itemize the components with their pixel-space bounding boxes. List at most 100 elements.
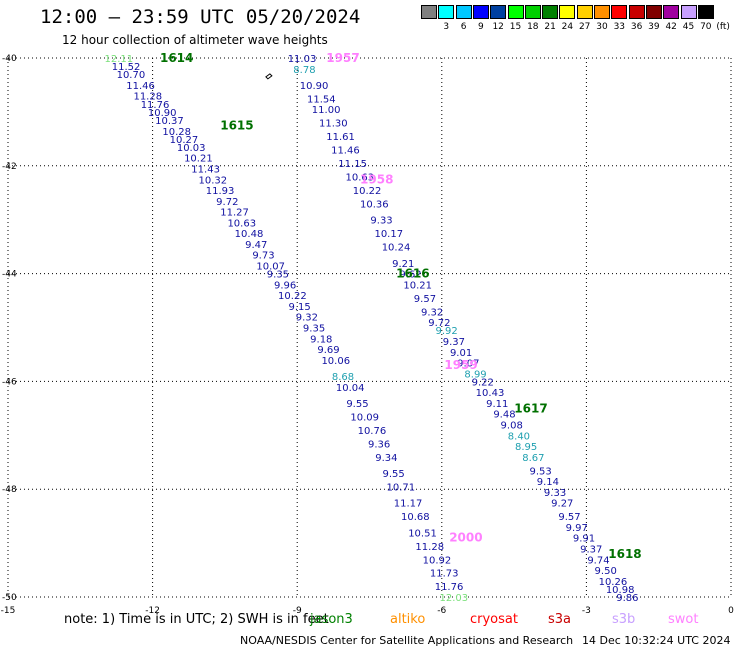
wave-height-value: 10.21 — [403, 280, 432, 291]
wave-height-value: 9.14 — [537, 477, 559, 488]
wave-height-value: 9.55 — [382, 469, 404, 480]
wave-height-value: 9.97 — [566, 523, 588, 534]
satellite-legend-item: jason3 — [310, 612, 353, 627]
wave-height-value: 10.43 — [476, 388, 505, 399]
footer-note: note: 1) Time is in UTC; 2) SWH is in fe… — [64, 612, 329, 627]
pass-time-label: 2000 — [449, 531, 482, 545]
wave-height-value: 9.33 — [370, 216, 392, 227]
x-tick-label: 0 — [728, 606, 734, 616]
wave-height-value: 10.63 — [227, 218, 256, 229]
wave-height-value: 8.40 — [508, 431, 530, 442]
scale-swatch — [559, 5, 576, 19]
scale-label: 33 — [613, 22, 626, 32]
pass-time-label: 1616 — [396, 267, 429, 281]
wave-height-value: 9.48 — [493, 410, 515, 421]
wave-height-value: 10.51 — [408, 528, 437, 539]
scale-swatch — [507, 5, 524, 19]
wave-height-value: 9.01 — [450, 348, 472, 359]
wave-height-value: 9.72 — [428, 318, 450, 329]
scale-label: 45 — [682, 22, 695, 32]
wave-height-value: 10.32 — [199, 175, 228, 186]
wave-height-value: 11.15 — [338, 159, 367, 170]
scale-swatch — [697, 5, 714, 19]
wave-height-value: 11.93 — [206, 186, 235, 197]
wave-height-value: 10.70 — [117, 70, 146, 81]
pass-time-label: 1617 — [514, 401, 547, 415]
y-tick-label: -50 — [2, 593, 17, 603]
scale-unit: (ft) — [716, 22, 730, 32]
wave-height-value: 11.52 — [112, 62, 141, 73]
wave-height-value: 9.08 — [501, 421, 523, 432]
wave-height-value: 10.37 — [155, 116, 184, 127]
scale-label: 3 — [443, 22, 450, 32]
wave-height-value: 9.27 — [551, 499, 573, 510]
scale-label: 30 — [596, 22, 608, 32]
page-title: 12:00 — 23:59 UTC 05/20/2024 — [40, 6, 361, 28]
wave-height-value: 9.18 — [310, 334, 332, 345]
satellite-legend-item: altiko — [390, 612, 426, 627]
scale-swatch — [576, 5, 593, 19]
wave-height-value: 8.68 — [332, 372, 354, 383]
pass-time-label: 1957 — [326, 51, 359, 65]
wave-height-value: 8.67 — [522, 453, 544, 464]
wave-height-value: 10.03 — [177, 143, 206, 154]
scale-swatch — [455, 5, 472, 19]
x-tick-label: -12 — [145, 606, 160, 616]
wave-height-value: 9.36 — [368, 439, 390, 450]
wave-height-value: 9.32 — [296, 313, 318, 324]
wave-height-value: 9.57 — [558, 512, 580, 523]
wave-height-value: 10.98 — [606, 585, 635, 596]
wave-height-value: 10.24 — [382, 243, 411, 254]
wave-height-value: 10.27 — [170, 135, 199, 146]
wave-height-value: 11.27 — [220, 208, 249, 219]
wave-height-value: 9.96 — [274, 280, 296, 291]
scale-label: 27 — [578, 22, 591, 32]
scale-label: 21 — [544, 22, 556, 32]
wave-height-value: 10.21 — [184, 154, 213, 165]
wave-height-value: 9.55 — [346, 399, 368, 410]
scale-label: 15 — [509, 22, 522, 32]
wave-height-value: 10.04 — [336, 383, 365, 394]
wave-height-value: 10.22 — [278, 291, 307, 302]
wave-height-value: 11.54 — [307, 94, 336, 105]
wave-height-value: 9.53 — [529, 466, 551, 477]
x-tick-label: -3 — [582, 606, 591, 616]
wave-height-value: 9.11 — [486, 399, 508, 410]
y-tick-label: -44 — [2, 270, 17, 280]
wave-height-value: 8.78 — [293, 65, 315, 76]
y-tick-label: -46 — [2, 377, 17, 387]
wave-height-value: 11.73 — [430, 569, 459, 580]
wave-height-value: 10.09 — [350, 412, 379, 423]
y-tick-label: -42 — [2, 162, 17, 172]
wave-height-value: 9.32 — [421, 307, 443, 318]
pass-time-label: 1615 — [220, 118, 253, 132]
wave-height-value: 10.06 — [321, 356, 350, 367]
scale-swatch — [542, 5, 559, 19]
wave-height-value: 9.92 — [435, 326, 457, 337]
wave-height-value: 9.34 — [375, 453, 397, 464]
wave-height-value: 11.46 — [331, 146, 360, 157]
wave-height-value: 9.50 — [595, 566, 617, 577]
wave-height-value: 11.46 — [126, 81, 155, 92]
wave-height-value: 10.76 — [358, 426, 387, 437]
island-outline — [265, 73, 273, 80]
wave-height-value: 11.03 — [288, 54, 317, 65]
wave-height-value: 10.07 — [256, 262, 285, 273]
scale-swatch — [472, 5, 489, 19]
scale-swatch — [645, 5, 662, 19]
wave-height-value: 9.22 — [472, 377, 494, 388]
wave-height-value: 9.15 — [288, 302, 310, 313]
wave-height-value: 10.26 — [599, 577, 628, 588]
scale-label: 39 — [648, 22, 660, 32]
scale-label: 24 — [561, 22, 574, 32]
wave-height-value: 10.71 — [387, 483, 416, 494]
wave-height-value: 10.90 — [300, 81, 329, 92]
wave-height-value: 9.37 — [580, 544, 602, 555]
scale-swatch — [628, 5, 645, 19]
wave-height-value: 10.48 — [235, 229, 264, 240]
wave-height-value: 9.91 — [573, 534, 595, 545]
wave-height-value: 9.62 — [399, 270, 421, 281]
scale-swatch — [490, 5, 507, 19]
scale-swatch — [421, 5, 437, 19]
scale-label: 36 — [630, 22, 643, 32]
